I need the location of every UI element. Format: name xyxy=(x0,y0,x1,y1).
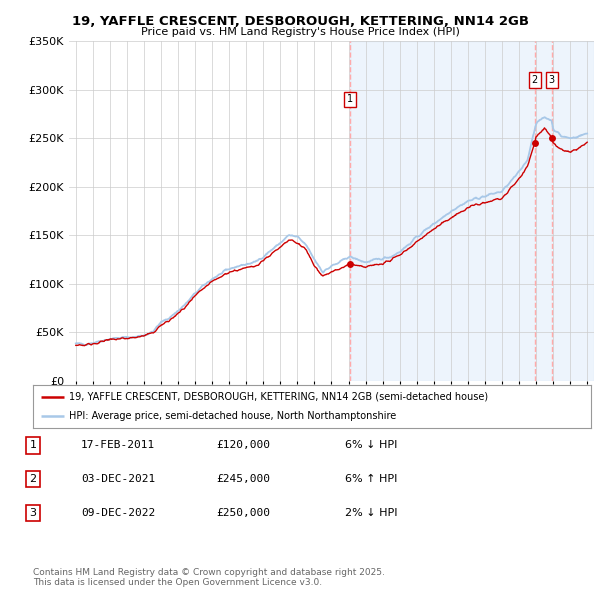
Text: £120,000: £120,000 xyxy=(216,441,270,450)
Text: 3: 3 xyxy=(548,75,555,85)
Text: 19, YAFFLE CRESCENT, DESBOROUGH, KETTERING, NN14 2GB: 19, YAFFLE CRESCENT, DESBOROUGH, KETTERI… xyxy=(71,15,529,28)
Text: £250,000: £250,000 xyxy=(216,508,270,517)
Text: 2% ↓ HPI: 2% ↓ HPI xyxy=(345,508,398,517)
Text: 1: 1 xyxy=(347,94,353,104)
Text: 2: 2 xyxy=(532,75,538,85)
Text: 2: 2 xyxy=(29,474,37,484)
Text: 19, YAFFLE CRESCENT, DESBOROUGH, KETTERING, NN14 2GB (semi-detached house): 19, YAFFLE CRESCENT, DESBOROUGH, KETTERI… xyxy=(69,392,488,402)
Text: 09-DEC-2022: 09-DEC-2022 xyxy=(81,508,155,517)
Bar xyxy=(350,41,594,381)
Text: 17-FEB-2011: 17-FEB-2011 xyxy=(81,441,155,450)
Text: 1: 1 xyxy=(29,441,37,450)
Text: 03-DEC-2021: 03-DEC-2021 xyxy=(81,474,155,484)
Text: 6% ↓ HPI: 6% ↓ HPI xyxy=(345,441,397,450)
Text: HPI: Average price, semi-detached house, North Northamptonshire: HPI: Average price, semi-detached house,… xyxy=(69,411,397,421)
Text: 3: 3 xyxy=(29,508,37,517)
Text: £245,000: £245,000 xyxy=(216,474,270,484)
Text: Contains HM Land Registry data © Crown copyright and database right 2025.
This d: Contains HM Land Registry data © Crown c… xyxy=(33,568,385,587)
Text: Price paid vs. HM Land Registry's House Price Index (HPI): Price paid vs. HM Land Registry's House … xyxy=(140,27,460,37)
Text: 6% ↑ HPI: 6% ↑ HPI xyxy=(345,474,397,484)
